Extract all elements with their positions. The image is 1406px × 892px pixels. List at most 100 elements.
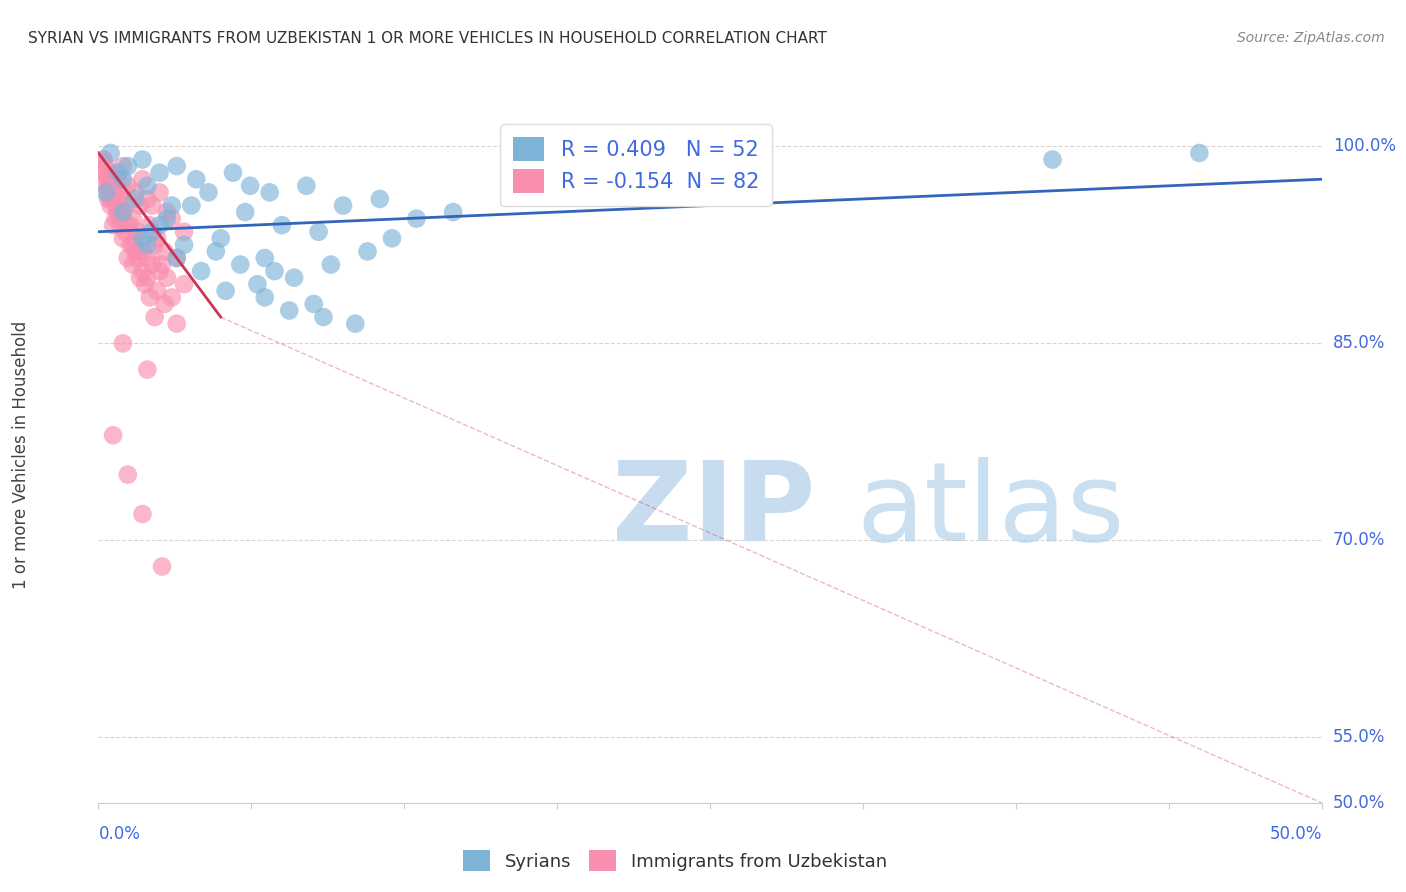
- Point: [166, 251, 188, 265]
- Point: [136, 251, 159, 265]
- Point: [91, 166, 114, 180]
- Point: [239, 178, 262, 193]
- Point: [131, 507, 153, 521]
- Point: [111, 205, 134, 219]
- Point: [104, 186, 127, 200]
- Point: [97, 192, 120, 206]
- Point: [110, 192, 132, 206]
- Text: SYRIAN VS IMMIGRANTS FROM UZBEKISTAN 1 OR MORE VEHICLES IN HOUSEHOLD CORRELATION: SYRIAN VS IMMIGRANTS FROM UZBEKISTAN 1 O…: [28, 31, 827, 46]
- Point: [150, 559, 173, 574]
- Point: [160, 198, 183, 212]
- Text: 0.0%: 0.0%: [98, 825, 141, 843]
- Point: [100, 198, 122, 212]
- Point: [278, 303, 301, 318]
- Point: [139, 290, 162, 304]
- Point: [94, 159, 117, 173]
- Point: [149, 166, 172, 180]
- Point: [107, 205, 129, 219]
- Point: [114, 198, 136, 212]
- Point: [121, 211, 143, 226]
- Point: [104, 211, 127, 226]
- Point: [117, 218, 139, 232]
- Point: [186, 172, 208, 186]
- Point: [381, 231, 404, 245]
- Point: [121, 238, 143, 252]
- Point: [156, 205, 179, 219]
- Point: [344, 317, 367, 331]
- Point: [302, 297, 325, 311]
- Point: [136, 192, 159, 206]
- Point: [160, 211, 183, 226]
- Text: atlas: atlas: [856, 457, 1125, 564]
- Point: [441, 205, 464, 219]
- Text: 85.0%: 85.0%: [1333, 334, 1385, 352]
- Point: [91, 153, 114, 167]
- Point: [117, 251, 139, 265]
- Point: [263, 264, 285, 278]
- Point: [166, 317, 188, 331]
- Point: [253, 290, 276, 304]
- Point: [120, 218, 142, 232]
- Legend: Syrians, Immigrants from Uzbekistan: Syrians, Immigrants from Uzbekistan: [456, 843, 894, 879]
- Point: [129, 270, 152, 285]
- Point: [131, 231, 153, 245]
- Point: [94, 166, 117, 180]
- Point: [127, 225, 149, 239]
- Point: [131, 244, 153, 259]
- Point: [101, 178, 124, 193]
- Point: [107, 166, 129, 180]
- Point: [1042, 153, 1064, 167]
- Text: Source: ZipAtlas.com: Source: ZipAtlas.com: [1237, 31, 1385, 45]
- Point: [312, 310, 335, 324]
- Point: [153, 297, 176, 311]
- Point: [253, 251, 276, 265]
- Point: [131, 264, 153, 278]
- Point: [110, 218, 132, 232]
- Text: 70.0%: 70.0%: [1333, 532, 1385, 549]
- Point: [117, 467, 139, 482]
- Point: [308, 225, 330, 239]
- Point: [143, 238, 166, 252]
- Point: [100, 172, 122, 186]
- Point: [214, 284, 236, 298]
- Point: [117, 159, 139, 173]
- Point: [107, 205, 129, 219]
- Point: [332, 198, 354, 212]
- Point: [124, 186, 146, 200]
- Point: [141, 258, 163, 272]
- Point: [111, 159, 134, 173]
- Point: [97, 178, 120, 193]
- Point: [141, 198, 163, 212]
- Point: [100, 166, 122, 180]
- Point: [107, 172, 129, 186]
- Point: [173, 238, 195, 252]
- Point: [197, 186, 219, 200]
- Point: [111, 205, 134, 219]
- Point: [136, 270, 159, 285]
- Point: [246, 277, 269, 292]
- Point: [131, 153, 153, 167]
- Point: [136, 178, 159, 193]
- Point: [160, 290, 183, 304]
- Point: [190, 264, 212, 278]
- Point: [173, 225, 195, 239]
- Point: [139, 218, 162, 232]
- Point: [101, 186, 124, 200]
- Point: [117, 178, 139, 193]
- Point: [173, 277, 195, 292]
- Point: [121, 258, 143, 272]
- Point: [180, 198, 202, 212]
- Point: [134, 277, 156, 292]
- Text: 50.0%: 50.0%: [1333, 794, 1385, 812]
- Point: [94, 186, 117, 200]
- Text: 1 or more Vehicles in Household: 1 or more Vehicles in Household: [13, 321, 30, 589]
- Point: [229, 258, 252, 272]
- Point: [110, 211, 132, 226]
- Point: [107, 192, 129, 206]
- Point: [405, 211, 427, 226]
- Point: [141, 225, 163, 239]
- Point: [149, 264, 172, 278]
- Point: [97, 186, 120, 200]
- Point: [114, 225, 136, 239]
- Text: 55.0%: 55.0%: [1333, 728, 1385, 747]
